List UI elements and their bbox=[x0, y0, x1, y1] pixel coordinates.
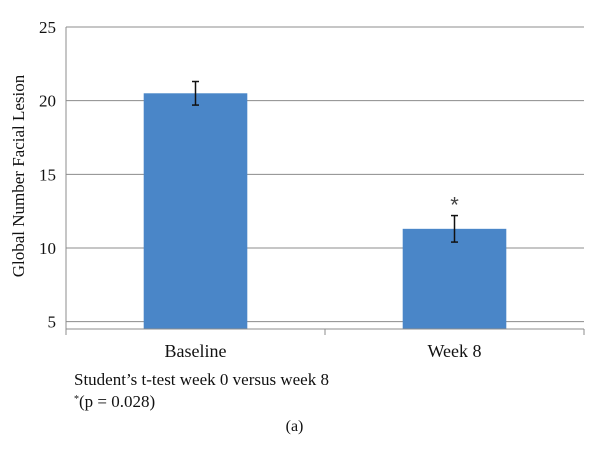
figure-caption: (a) bbox=[285, 418, 304, 435]
x-tick-label-baseline: Baseline bbox=[165, 341, 227, 361]
y-tick-labels: 5 10 15 20 25 bbox=[39, 18, 56, 332]
x-tick-labels: Baseline Week 8 bbox=[165, 341, 482, 361]
error-bar-week-8 bbox=[451, 214, 458, 243]
axes-group bbox=[65, 27, 585, 335]
bar-baseline bbox=[143, 93, 248, 329]
bars-group bbox=[143, 93, 507, 329]
footnote-line-1: Student’s t-test week 0 versus week 8 bbox=[74, 370, 329, 389]
y-tick-label-25: 25 bbox=[39, 18, 56, 37]
y-tick-label-15: 15 bbox=[39, 165, 56, 184]
y-tick-label-5: 5 bbox=[48, 313, 57, 332]
error-bar-baseline bbox=[192, 80, 199, 106]
error-bars-group bbox=[192, 80, 458, 243]
footnote-asterisk: * bbox=[74, 394, 79, 405]
x-tick-label-week-8: Week 8 bbox=[427, 341, 481, 361]
significance-asterisk: * bbox=[450, 193, 459, 218]
bar-chart: 5 10 15 20 25 Baseline Week 8 * Global Number… bbox=[9, 18, 585, 361]
y-tick-label-20: 20 bbox=[39, 92, 56, 111]
y-tick-label-10: 10 bbox=[39, 239, 56, 258]
bar-week-8 bbox=[402, 228, 507, 329]
footnote-line-2: *(p = 0.028) bbox=[74, 392, 155, 412]
annotations-group: * bbox=[450, 193, 459, 218]
footnote-p-value: (p = 0.028) bbox=[79, 392, 156, 411]
y-axis-label: Global Number Facial Lesion bbox=[9, 74, 28, 277]
